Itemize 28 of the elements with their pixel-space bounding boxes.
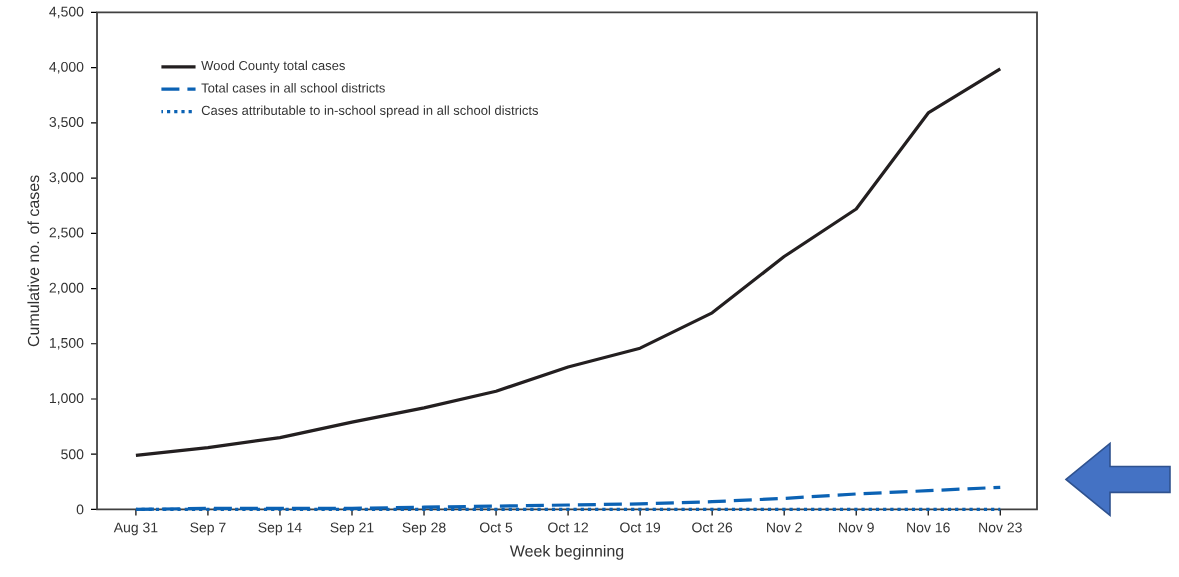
- y-tick-label: 3,500: [49, 116, 84, 129]
- legend-label: Cases attributable to in-school spread in all school districts: [201, 105, 539, 118]
- y-tick-label: 1,000: [49, 393, 84, 405]
- x-tick-label: Oct 12: [548, 522, 588, 533]
- x-tick-label: Aug 31: [113, 522, 158, 535]
- y-tick-label: 4,500: [49, 6, 84, 19]
- x-tick-label: Oct 26: [692, 522, 733, 533]
- x-tick-label: Oct 19: [620, 522, 661, 533]
- x-tick-label: Nov 23: [979, 522, 1022, 533]
- x-tick-label: Nov 2: [767, 522, 802, 533]
- x-tick-label: Oct 5: [479, 522, 513, 533]
- x-tick-label: Nov 9: [839, 522, 874, 533]
- x-axis-title: Week beginning: [509, 544, 624, 560]
- y-tick-label: 3,000: [49, 172, 84, 184]
- y-tick-label: 4,000: [49, 61, 84, 74]
- x-tick-label: Nov 16: [907, 522, 950, 533]
- y-tick-label: 0: [76, 504, 84, 515]
- y-tick-label: 1,500: [49, 337, 84, 350]
- legend-label: Wood County total cases: [201, 60, 345, 73]
- y-tick-label: 2,000: [49, 282, 84, 295]
- legend-label: Total cases in all school districts: [201, 82, 385, 93]
- y-tick-label: 500: [61, 449, 84, 459]
- x-tick-label: Sep 21: [330, 522, 374, 535]
- x-tick-label: Sep 28: [402, 522, 446, 535]
- y-axis-title: Cumulative no. of cases: [27, 175, 40, 347]
- x-tick-label: Sep 14: [258, 522, 302, 535]
- x-tick-label: Sep 7: [190, 522, 226, 535]
- y-tick-label: 2,500: [49, 227, 84, 239]
